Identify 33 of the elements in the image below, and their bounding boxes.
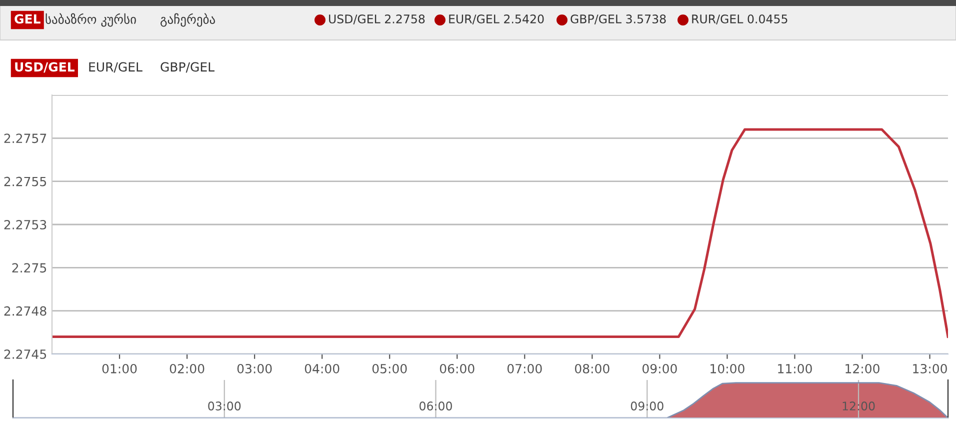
text: EUR/GEL: [89, 62, 142, 73]
text: USD/GEL 2.2758: [329, 14, 425, 24]
x-tick-label: 07:00: [507, 364, 542, 374]
x-tick-label: 05:00: [372, 364, 407, 374]
text: საბაზრო კურსი: [46, 13, 136, 27]
x-tick-label: 03:00: [208, 402, 241, 410]
text: GBP/GEL: [160, 62, 214, 73]
x-tick-label: 01:00: [102, 364, 137, 374]
y-tick-label: 2.2755: [4, 176, 46, 186]
x-tick-label: 12:00: [846, 364, 880, 374]
y-tick-label: 2.2757: [4, 134, 46, 144]
x-tick-label: 08:00: [574, 364, 610, 374]
x-tick-label: 02:00: [170, 364, 204, 374]
text: USD/GEL: [15, 62, 75, 73]
text: GBP/GEL 3.5738: [570, 14, 666, 24]
line-series: [52, 128, 948, 338]
text: GEL: [14, 14, 40, 24]
text: გაჩერება: [160, 13, 215, 27]
y-tick-label: 2.275: [12, 263, 46, 273]
x-tick-label: 11:00: [778, 364, 812, 374]
x-tick-label: 03:00: [237, 364, 272, 374]
x-tick-label: 06:00: [420, 402, 452, 410]
y-tick-label: 2.2753: [4, 220, 46, 230]
y-tick-label: 2.2745: [4, 349, 46, 359]
x-tick-label: 09:00: [642, 364, 677, 374]
x-tick-label: 09:00: [630, 402, 664, 410]
y-tick-label: 2.2748: [4, 306, 46, 316]
text: RUR/GEL 0.0455: [692, 14, 788, 24]
x-tick-label: 10:00: [710, 364, 744, 374]
x-tick-label: 06:00: [440, 364, 474, 374]
x-tick-label: 04:00: [304, 364, 340, 374]
x-tick-label: 13:00: [913, 364, 947, 374]
text: EUR/GEL 2.5420: [449, 14, 544, 24]
